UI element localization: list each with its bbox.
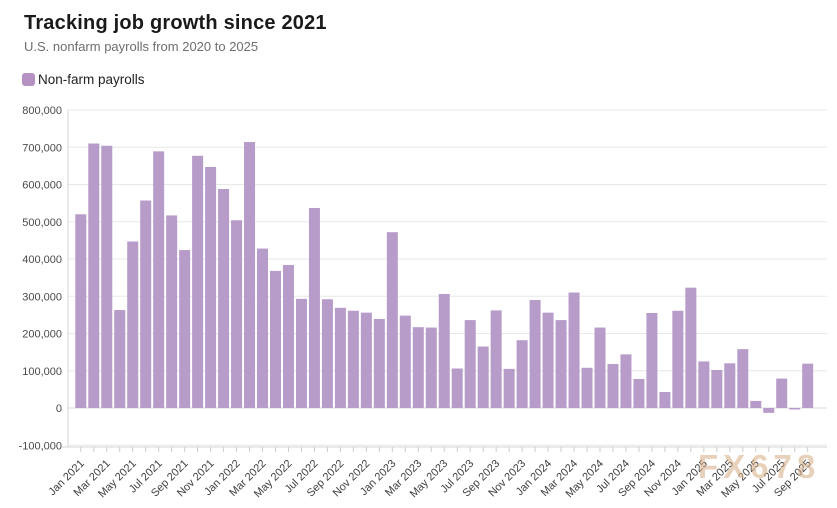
legend-label: Non-farm payrolls [38,71,145,87]
bar-apr-2023[interactable] [425,327,437,408]
bar-mar-2024[interactable] [568,292,580,408]
bar-oct-2023[interactable] [503,368,515,408]
bar-oct-2022[interactable] [347,310,359,408]
bar-jun-2021[interactable] [140,200,152,408]
bar-aug-2025[interactable] [789,408,801,410]
bar-dec-2021[interactable] [218,188,230,408]
bar-nov-2024[interactable] [672,310,684,408]
bar-jul-2024[interactable] [620,354,632,408]
bar-sep-2022[interactable] [334,307,346,408]
bar-jun-2024[interactable] [607,364,619,408]
y-tick-label: 100,000 [22,366,62,378]
y-tick-label: 300,000 [22,291,62,303]
y-tick-label: 800,000 [22,105,62,117]
bar-aug-2023[interactable] [477,346,489,408]
bar-mar-2022[interactable] [257,248,269,408]
bar-jan-2023[interactable] [386,232,398,408]
bar-may-2024[interactable] [594,327,606,408]
bar-nov-2022[interactable] [360,312,372,408]
bar-apr-2021[interactable] [114,310,126,408]
bar-jun-2023[interactable] [451,368,463,408]
bar-feb-2022[interactable] [244,142,256,408]
y-tick-label: 500,000 [22,217,62,229]
bar-jan-2022[interactable] [231,220,243,408]
bar-may-2025[interactable] [750,400,762,408]
bar-mar-2025[interactable] [724,363,736,408]
bar-mar-2021[interactable] [101,145,113,408]
bar-jun-2025[interactable] [763,408,775,413]
chart-subtitle: U.S. nonfarm payrolls from 2020 to 2025 [24,39,259,54]
bar-feb-2021[interactable] [88,143,100,408]
chart-title: Tracking job growth since 2021 [24,12,327,34]
legend-swatch [22,72,35,86]
y-tick-label: 0 [56,403,62,415]
bar-may-2022[interactable] [282,264,294,408]
legend: Non-farm payrolls [22,71,145,87]
y-tick-label: -100,000 [19,440,62,452]
bar-sep-2024[interactable] [646,313,658,408]
y-tick-label: 600,000 [22,180,62,192]
bar-dec-2022[interactable] [373,318,385,408]
bar-may-2021[interactable] [127,241,139,408]
bar-jan-2024[interactable] [542,312,554,408]
bar-oct-2024[interactable] [659,391,671,408]
bar-sep-2021[interactable] [179,250,191,408]
bar-nov-2021[interactable] [205,166,217,408]
bar-apr-2022[interactable] [270,270,281,408]
bar-jan-2025[interactable] [698,361,710,408]
bar-series [75,142,814,413]
bar-jan-2021[interactable] [75,214,87,408]
bar-aug-2021[interactable] [166,215,178,408]
bar-may-2023[interactable] [438,294,450,408]
bar-jul-2025[interactable] [776,378,788,408]
bar-nov-2023[interactable] [516,340,528,408]
bar-aug-2022[interactable] [321,299,333,408]
bar-apr-2025[interactable] [737,349,749,408]
y-axis: 800,000 700,000 600,000 500,000 400,000 300,0… [19,105,62,452]
bar-sep-2025[interactable] [802,363,814,408]
bar-chart: 800,000 700,000 600,000 500,000 400,000 300,0… [19,105,827,500]
bar-apr-2024[interactable] [581,367,593,408]
bar-feb-2024[interactable] [555,320,567,408]
y-tick-label: 700,000 [22,142,62,154]
y-tick-label: 400,000 [22,254,62,266]
bar-mar-2023[interactable] [412,327,424,408]
bar-jul-2022[interactable] [308,207,320,408]
y-tick-label: 200,000 [22,329,62,341]
bar-dec-2023[interactable] [529,299,541,408]
bar-aug-2024[interactable] [633,378,645,408]
bar-feb-2023[interactable] [399,315,411,408]
bar-dec-2024[interactable] [685,287,697,408]
bar-jul-2021[interactable] [153,151,165,408]
bar-jul-2023[interactable] [464,320,476,408]
bar-feb-2025[interactable] [711,370,723,408]
bar-jun-2022[interactable] [295,298,307,408]
bar-oct-2021[interactable] [192,155,204,408]
bar-sep-2023[interactable] [490,310,502,408]
